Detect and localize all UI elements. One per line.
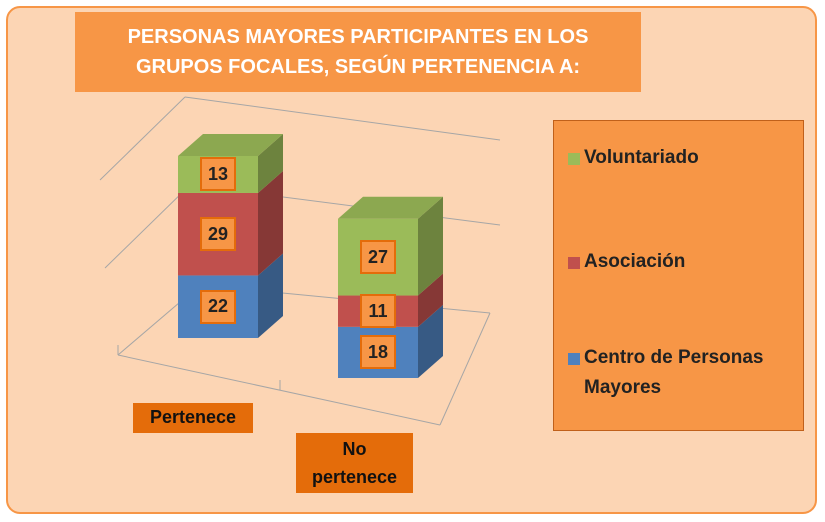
data-label: 11 [360, 294, 396, 329]
legend-item: Asociación [568, 247, 798, 277]
bar-top [338, 196, 443, 219]
bar-side [258, 134, 283, 193]
legend-label: Asociación [584, 251, 686, 272]
legend-swatch [568, 353, 580, 365]
chart-title: PERSONAS MAYORES PARTICIPANTES EN LOS GR… [75, 12, 641, 92]
legend-item: Centro de Personas Mayores [568, 343, 798, 403]
bar-top [178, 134, 283, 156]
legend-item: Voluntariado [568, 143, 798, 173]
x-tick-label: Pertenece [133, 403, 253, 433]
x-tick-label: No pertenece [296, 433, 413, 493]
data-label: 18 [360, 335, 396, 370]
legend-label: Voluntariado [584, 147, 699, 168]
legend-swatch [568, 153, 580, 165]
bar-side [418, 273, 443, 327]
data-label: 22 [200, 289, 236, 324]
legend: Voluntariado Asociación Centro de Personas… [553, 120, 804, 431]
legend-swatch [568, 257, 580, 269]
data-label: 29 [200, 217, 236, 252]
bar-side [258, 253, 283, 338]
legend-label: Centro de Personas Mayores [584, 347, 764, 398]
data-label: 13 [200, 157, 236, 192]
bar-side [418, 196, 443, 296]
bar-side [258, 170, 283, 276]
data-label: 27 [360, 240, 396, 275]
bar-side [418, 304, 443, 378]
